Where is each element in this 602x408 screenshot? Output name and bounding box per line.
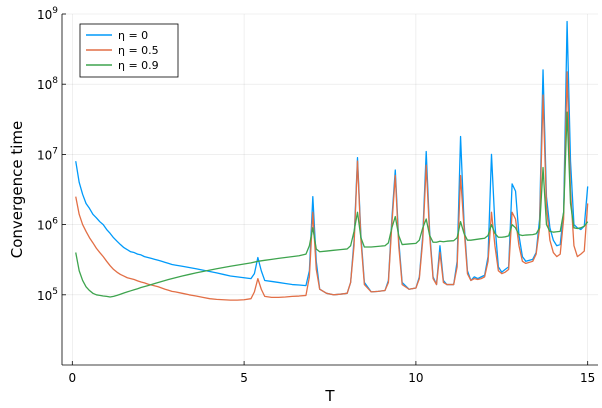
grid-lines: [62, 13, 598, 365]
series-line-2: [75, 111, 589, 298]
x-axis-label: T: [324, 387, 335, 405]
y-tick-label-4: 109: [37, 6, 58, 22]
legend-label-0: η = 0: [118, 29, 148, 42]
y-tick-label-2: 107: [37, 146, 58, 162]
plot-lines: [75, 20, 589, 301]
legend: η = 0 η = 0.5 η = 0.9: [79, 23, 179, 78]
x-tick-label-3: 15: [580, 371, 595, 385]
x-tick-label-0: 0: [68, 371, 76, 385]
legend-label-2: η = 0.9: [118, 59, 159, 72]
y-tick-label-0: 105: [37, 287, 58, 303]
y-axis-label: Convergence time: [8, 121, 26, 259]
axes: [61, 13, 598, 366]
y-tick-label-3: 108: [37, 76, 58, 92]
series-line-1: [75, 71, 589, 301]
tick-labels: 0 5 10 15 105 106 107 108 109: [37, 6, 595, 385]
x-tick-label-2: 10: [408, 371, 423, 385]
y-tick-label-1: 106: [37, 217, 58, 233]
x-tick-label-1: 5: [240, 371, 248, 385]
legend-label-1: η = 0.5: [118, 44, 159, 57]
